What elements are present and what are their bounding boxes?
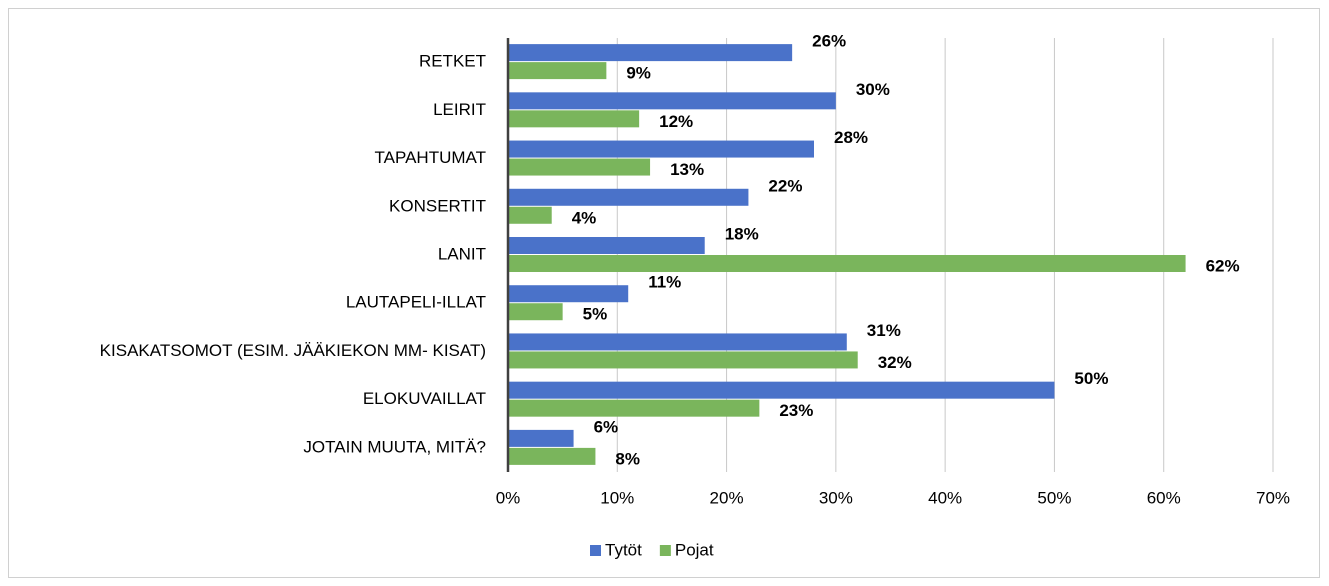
bar [508,110,640,128]
y-tick-label: LANIT [438,244,486,263]
y-tick-label: KONSERTIT [389,196,486,215]
data-label: 8% [615,449,640,468]
bar [508,140,814,158]
data-label: 31% [867,321,901,340]
data-label: 6% [594,417,619,436]
x-tick-label: 0% [496,488,521,507]
bar [508,237,705,254]
data-label: 28% [834,128,868,147]
y-tick-label: ELOKUVAILLAT [363,389,486,408]
data-label: 9% [626,64,651,83]
legend-label: Pojat [675,540,714,559]
data-label: 23% [779,401,813,420]
legend-swatch [590,545,601,556]
x-tick-label: 40% [928,488,962,507]
x-tick-label: 30% [819,488,853,507]
bar [508,188,749,206]
bar [508,351,858,369]
bar [508,255,1186,272]
data-label: 5% [583,305,608,324]
data-label: 11% [648,273,681,292]
data-label: 22% [768,176,802,195]
x-tick-label: 20% [710,488,744,507]
data-label: 26% [812,32,846,51]
data-label: 12% [659,112,693,131]
x-tick-label: 10% [600,488,634,507]
data-label: 32% [878,353,912,372]
bar [508,158,651,176]
y-tick-label: LEIRIT [433,100,486,119]
y-tick-label: TAPAHTUMAT [375,148,486,167]
legend-label: Tytöt [605,540,642,559]
data-label: 13% [670,160,704,179]
data-label: 30% [856,80,890,99]
bar [508,285,629,303]
y-tick-label: RETKET [419,52,486,71]
bar [508,62,607,80]
bar [508,44,793,62]
bar [508,447,596,465]
y-tick-label: JOTAIN MUUTA, MITÄ? [303,437,486,456]
bar [508,92,836,110]
bar [508,206,552,224]
bar [508,399,760,417]
x-tick-label: 70% [1256,488,1290,507]
x-tick-label: 60% [1147,488,1181,507]
bar [508,333,847,351]
data-label: 18% [725,224,759,243]
legend-swatch [659,545,671,556]
bar [508,429,574,447]
data-label: 62% [1206,256,1240,275]
x-tick-label: 50% [1037,488,1071,507]
bar [508,381,1055,399]
bar [508,303,563,321]
data-label: 4% [572,208,597,227]
y-tick-label: KISAKATSOMOT (ESIM. JÄÄKIEKON MM- KISAT) [100,341,486,360]
data-label: 50% [1074,369,1108,388]
y-tick-label: LAUTAPELI-ILLAT [346,293,486,312]
